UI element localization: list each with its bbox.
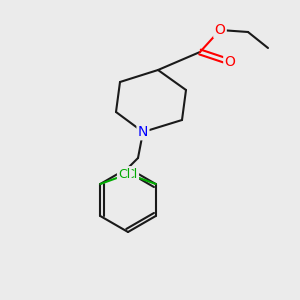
Text: O: O [214,23,225,37]
Text: Cl: Cl [118,167,130,181]
Text: O: O [225,55,236,69]
Text: N: N [138,125,148,139]
Text: Cl: Cl [126,167,138,181]
